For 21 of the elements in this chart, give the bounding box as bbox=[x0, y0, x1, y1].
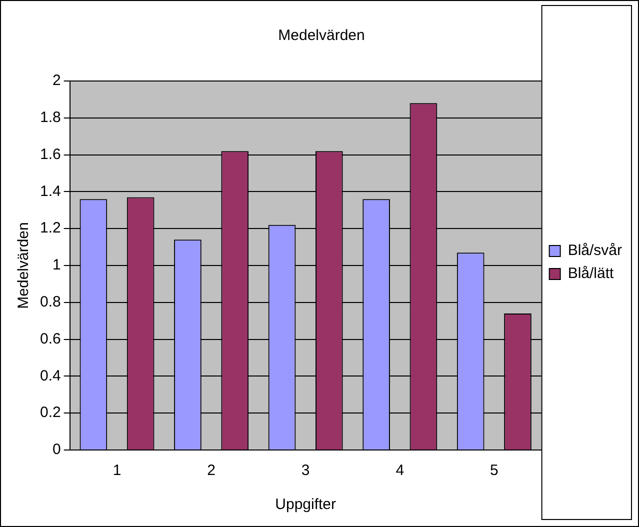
y-axis-title: Medelvärden bbox=[15, 222, 32, 309]
x-tick-label: 5 bbox=[490, 462, 498, 480]
x-tick-label: 2 bbox=[207, 462, 216, 480]
x-axis-title: Uppgifter bbox=[275, 496, 336, 514]
y-tick-label: 0.8 bbox=[40, 294, 61, 311]
y-tick-label: 1.4 bbox=[40, 182, 61, 200]
y-tick-label: 1 bbox=[52, 256, 61, 274]
y-tick-label: 0.4 bbox=[40, 367, 61, 384]
y-tick-label: 2 bbox=[52, 72, 61, 90]
y-tick-label: 0.6 bbox=[40, 330, 61, 348]
legend-label: Blå/lätt bbox=[568, 265, 615, 282]
y-tick-label: 0.2 bbox=[40, 404, 61, 422]
chart-title: Medelvärden bbox=[278, 27, 365, 44]
y-tick-label: 0 bbox=[52, 441, 61, 458]
y-tick-label: 1.8 bbox=[40, 109, 61, 126]
x-tick-label: 4 bbox=[396, 462, 404, 480]
x-tick-label: 3 bbox=[301, 462, 310, 480]
x-tick-label: 1 bbox=[112, 462, 122, 480]
legend-label: Blå/svår bbox=[568, 242, 622, 260]
y-tick-label: 1.2 bbox=[40, 220, 61, 237]
y-tick-label: 1.6 bbox=[40, 146, 61, 163]
